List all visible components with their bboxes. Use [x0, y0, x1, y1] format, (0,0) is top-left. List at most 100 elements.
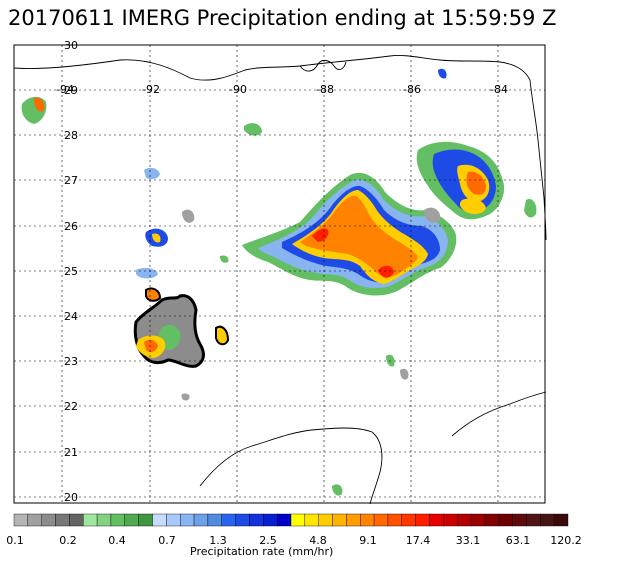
colorbar-swatch	[387, 513, 403, 527]
colorbar-tick: 17.4	[405, 534, 431, 547]
precip-area-speck-f	[400, 368, 409, 380]
colorbar	[13, 513, 569, 527]
graticule	[14, 44, 545, 503]
mississippi-delta	[299, 59, 347, 72]
colorbar-swatch	[290, 513, 306, 527]
colorbar-swatch	[166, 513, 181, 527]
colorbar-swatch	[526, 513, 541, 527]
colorbar-swatch	[457, 513, 472, 527]
colorbar-swatch	[235, 513, 250, 527]
colorbar-swatch	[193, 513, 209, 527]
lon-label: -90	[229, 83, 247, 96]
colorbar-swatch	[553, 513, 569, 527]
colorbar-label: Precipitation rate (mm/hr)	[190, 545, 334, 558]
colorbar-swatch	[512, 513, 527, 527]
lat-label: 28	[64, 129, 78, 142]
colorbar-tick: 63.1	[505, 534, 531, 547]
colorbar-swatch	[443, 513, 458, 527]
lon-label: -92	[142, 83, 160, 96]
colorbar-swatch	[540, 513, 555, 527]
us-gulf-coast	[13, 55, 531, 81]
precip-area-sw-top	[145, 287, 162, 302]
cuba-coast	[451, 391, 547, 437]
colorbar-swatch	[41, 513, 56, 527]
colorbar-tick: 0.4	[108, 534, 126, 547]
lon-label: -88	[316, 83, 334, 96]
lat-label: 24	[64, 310, 78, 323]
precip-area-speck-b	[182, 209, 195, 223]
colorbar-tick: 0.7	[158, 534, 176, 547]
lat-label: 26	[64, 220, 78, 233]
precip-area-small-2	[144, 167, 160, 180]
colorbar-tick: 1.3	[209, 534, 227, 547]
lon-label: -86	[403, 83, 421, 96]
colorbar-swatch	[124, 513, 139, 527]
colorbar-swatch	[96, 513, 112, 527]
lon-label: -94	[56, 83, 74, 96]
precip-area-sw-east	[215, 325, 230, 346]
precip-area-gulf-red	[312, 228, 394, 278]
colorbar-swatch	[470, 513, 486, 527]
precip-area-speck-e	[386, 354, 395, 367]
colorbar-swatch	[484, 513, 499, 527]
colorbar-swatch	[83, 513, 98, 527]
lat-label: 25	[64, 265, 78, 278]
map-title: 20170611 IMERG Precipitation ending at 1…	[8, 6, 557, 30]
yucatan-coast	[199, 427, 383, 505]
precipitation-layer	[21, 68, 537, 496]
precip-area-nw-speck-core	[34, 97, 45, 112]
colorbar-swatch	[498, 513, 513, 527]
colorbar-swatch	[401, 513, 416, 527]
precip-area-speck-d	[424, 207, 441, 223]
coastlines	[13, 55, 547, 505]
colorbar-swatch	[318, 513, 333, 527]
precip-area-east-small	[524, 198, 537, 218]
colorbar-swatch	[373, 513, 389, 527]
colorbar-swatch	[13, 513, 29, 527]
colorbar-swatch	[332, 513, 347, 527]
colorbar-swatch	[221, 513, 236, 527]
colorbar-swatch	[429, 513, 444, 527]
precip-area-speck-j	[181, 393, 190, 401]
lat-label: 29	[64, 84, 78, 97]
colorbar-swatch	[249, 513, 264, 527]
precip-area-sw-orange	[144, 339, 158, 353]
colorbar-swatch	[27, 513, 42, 527]
colorbar-swatch	[415, 513, 430, 527]
colorbar-tick: 0.1	[6, 534, 24, 547]
lat-label: 21	[64, 446, 78, 459]
colorbar-swatch	[276, 513, 292, 527]
colorbar-swatch	[55, 513, 70, 527]
precip-area-east-orange	[466, 171, 486, 195]
lat-label: 27	[64, 174, 78, 187]
colorbar-tick: 0.2	[59, 534, 77, 547]
colorbar-swatch	[138, 513, 153, 527]
lat-label: 22	[64, 400, 78, 413]
lon-labels: -94 -92 -90 -88 -86 -84	[56, 83, 508, 96]
colorbar-swatch	[110, 513, 125, 527]
precip-area-speck-h	[438, 68, 447, 79]
colorbar-swatch	[152, 513, 167, 527]
colorbar-swatch	[179, 513, 195, 527]
precip-area-speck-i	[220, 255, 229, 263]
precip-area-speck-c	[136, 267, 158, 279]
colorbar-swatch	[360, 513, 375, 527]
lat-labels: 30 29 28 27 26 25 24 23 22 21 20	[64, 39, 78, 504]
map-frame	[13, 44, 546, 504]
precip-area-speck-g	[332, 484, 343, 496]
lon-label: -84	[490, 83, 508, 96]
colorbar-tick: 4.8	[309, 534, 327, 547]
colorbar-swatch	[69, 513, 84, 527]
colorbar-swatch	[304, 513, 319, 527]
lat-label: 20	[64, 491, 78, 504]
colorbar-swatch	[263, 513, 278, 527]
colorbar-tick: 120.2	[550, 534, 582, 547]
colorbar-swatch	[346, 513, 361, 527]
colorbar-tick: 2.5	[259, 534, 277, 547]
colorbar-tick: 9.1	[359, 534, 377, 547]
precip-area-gulf-orange	[300, 195, 418, 277]
colorbar-tick: 33.1	[455, 534, 481, 547]
precip-area-speck-a	[244, 123, 262, 136]
precip-area-small-1-core	[152, 233, 161, 243]
